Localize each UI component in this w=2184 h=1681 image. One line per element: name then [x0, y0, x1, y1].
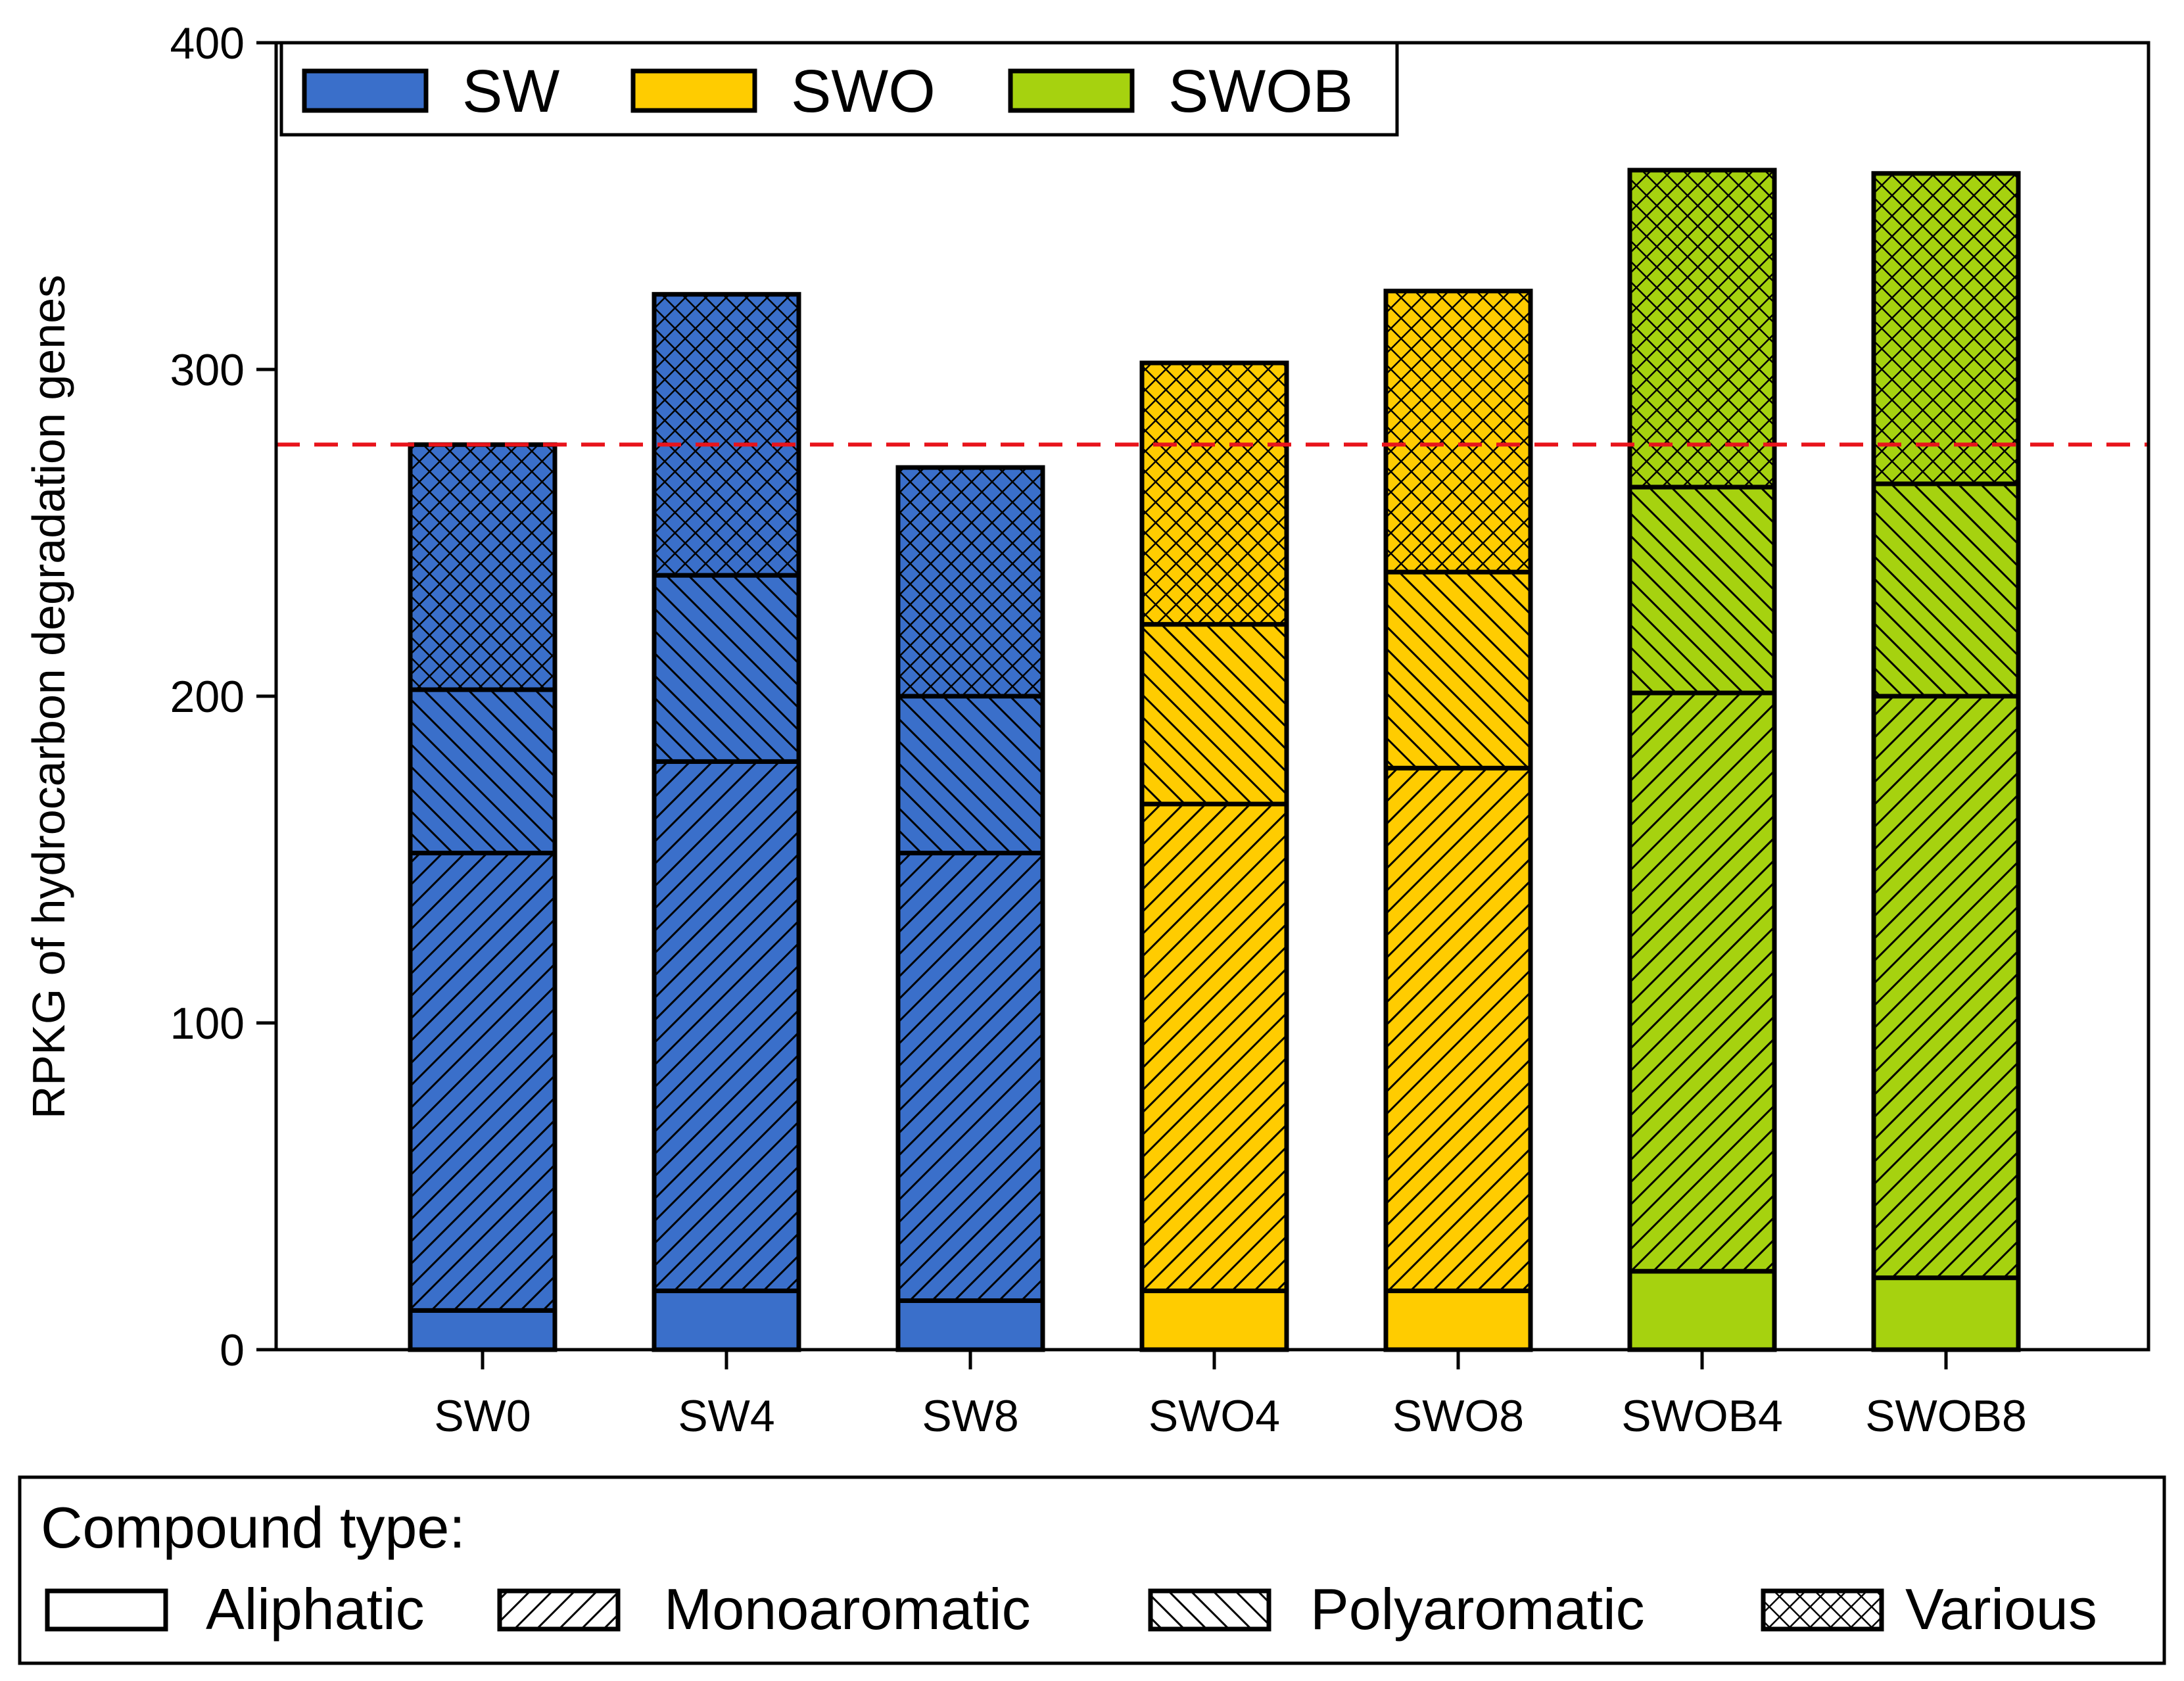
compound-swatch-hatch-various	[1763, 1591, 1882, 1629]
y-tick-label: 0	[220, 1325, 245, 1375]
bar-segment-polyaromatic-hatch	[1386, 572, 1531, 769]
x-axis-ticks: SW0 SW4 SW8 SWO4 SWO8 SWOB4 SWOB8	[434, 1350, 2027, 1441]
y-tick-label: 200	[170, 672, 245, 722]
x-tick-label: SW4	[678, 1391, 774, 1441]
legend-label-sw: SW	[462, 58, 559, 125]
x-tick-label: SWO8	[1392, 1391, 1524, 1441]
group-legend-frame	[279, 41, 1399, 137]
bar-segment-polyaromatic-hatch	[1142, 624, 1287, 805]
x-tick-label: SW8	[922, 1391, 1018, 1441]
bar-segment-various-hatch	[1874, 173, 2018, 484]
y-axis-title: RPKG of hydrocarbon degradation genes	[23, 275, 74, 1119]
compound-label-aliphatic: Aliphatic	[206, 1576, 425, 1642]
compound-legend: Compound type: Aliphatic Monoaromatic Poly…	[18, 1475, 2166, 1665]
bar-sw4	[652, 292, 801, 1352]
group-legend: SW SWO SWOB	[279, 41, 1399, 137]
bar-segment-various-hatch	[410, 444, 555, 690]
bar-segment-monoaromatic-hatch	[410, 853, 555, 1311]
bar-segment-aliphatic	[1142, 1290, 1287, 1350]
compound-legend-frame	[18, 1475, 2166, 1665]
compound-swatch-hatch-polyaromatic	[1151, 1591, 1269, 1629]
y-tick-label: 100	[170, 999, 245, 1049]
x-tick-label: SW0	[434, 1391, 531, 1441]
bar-sw0	[408, 442, 558, 1352]
bar-segment-monoaromatic-hatch	[898, 853, 1043, 1301]
bar-segment-various-hatch	[1142, 363, 1287, 625]
legend-label-swo: SWO	[791, 58, 936, 125]
bar-segment-polyaromatic-hatch	[1630, 486, 1774, 694]
compound-swatch-aliphatic	[47, 1591, 166, 1629]
bar-segment-monoaromatic-hatch	[1386, 768, 1531, 1291]
legend-swatch-swob	[1008, 68, 1135, 113]
bar-segment-polyaromatic-hatch	[410, 690, 555, 853]
compound-label-monoaromatic: Monoaromatic	[664, 1576, 1031, 1642]
bar-segment-aliphatic	[1386, 1290, 1531, 1350]
x-tick-label: SWOB8	[1865, 1391, 2027, 1441]
bar-segment-various-outline	[1139, 360, 1289, 627]
bar-segment-monoaromatic-hatch	[1142, 804, 1287, 1291]
bar-segment-monoaromatic-hatch	[1874, 696, 2018, 1278]
bar-swo8	[1383, 289, 1533, 1352]
compound-label-various: Various	[1905, 1576, 2097, 1642]
compound-swatch-outline-monoaromatic	[497, 1588, 621, 1632]
y-tick-label: 300	[170, 345, 245, 395]
y-axis-ticks: 0 100 200 300 400	[170, 18, 276, 1375]
legend-swatch-swo	[630, 68, 757, 113]
compound-swatch-outline-various	[1761, 1588, 1884, 1632]
bar-segment-various-outline	[652, 292, 801, 578]
compound-legend-title: Compound type:	[41, 1495, 465, 1560]
bar-segment-various-hatch	[1630, 170, 1774, 487]
compound-swatch-hatch-monoaromatic	[500, 1591, 618, 1629]
bar-segment-aliphatic	[1874, 1277, 2018, 1350]
compound-label-polyaromatic: Polyaromatic	[1310, 1576, 1645, 1642]
bar-segment-polyaromatic-hatch	[1874, 483, 2018, 696]
bar-segment-aliphatic	[410, 1310, 555, 1350]
x-tick-label: SWO4	[1149, 1391, 1280, 1441]
bars	[408, 168, 2021, 1352]
y-tick-label: 400	[170, 18, 245, 68]
bar-segment-monoaromatic-hatch	[1630, 693, 1774, 1271]
legend-label-swob: SWOB	[1168, 58, 1353, 125]
bar-segment-various-outline	[895, 465, 1045, 699]
compound-swatch-outline-aliphatic	[45, 1588, 168, 1632]
bar-segment-various-hatch	[898, 467, 1043, 696]
bar-segment-aliphatic	[1630, 1271, 1774, 1350]
bar-sw8	[895, 465, 1045, 1352]
bar-segment-polyaromatic-hatch	[654, 575, 799, 762]
bar-segment-various-outline	[1627, 168, 1777, 490]
compound-swatch-outline-polyaromatic	[1148, 1588, 1271, 1632]
bar-segment-monoaromatic-hatch	[654, 761, 799, 1291]
bar-swo4	[1139, 360, 1289, 1352]
bar-segment-various-hatch	[1386, 291, 1531, 573]
bar-segment-various-outline	[1383, 289, 1533, 575]
bar-swob4	[1627, 168, 1777, 1352]
legend-swatch-sw	[302, 68, 429, 113]
bar-segment-polyaromatic-hatch	[898, 696, 1043, 853]
bar-segment-various-hatch	[654, 294, 799, 576]
bar-segment-aliphatic	[898, 1300, 1043, 1350]
bar-segment-various-outline	[1871, 171, 2021, 486]
bar-swob8	[1871, 171, 2021, 1352]
bar-segment-aliphatic	[654, 1290, 799, 1350]
x-tick-label: SWOB4	[1621, 1391, 1783, 1441]
